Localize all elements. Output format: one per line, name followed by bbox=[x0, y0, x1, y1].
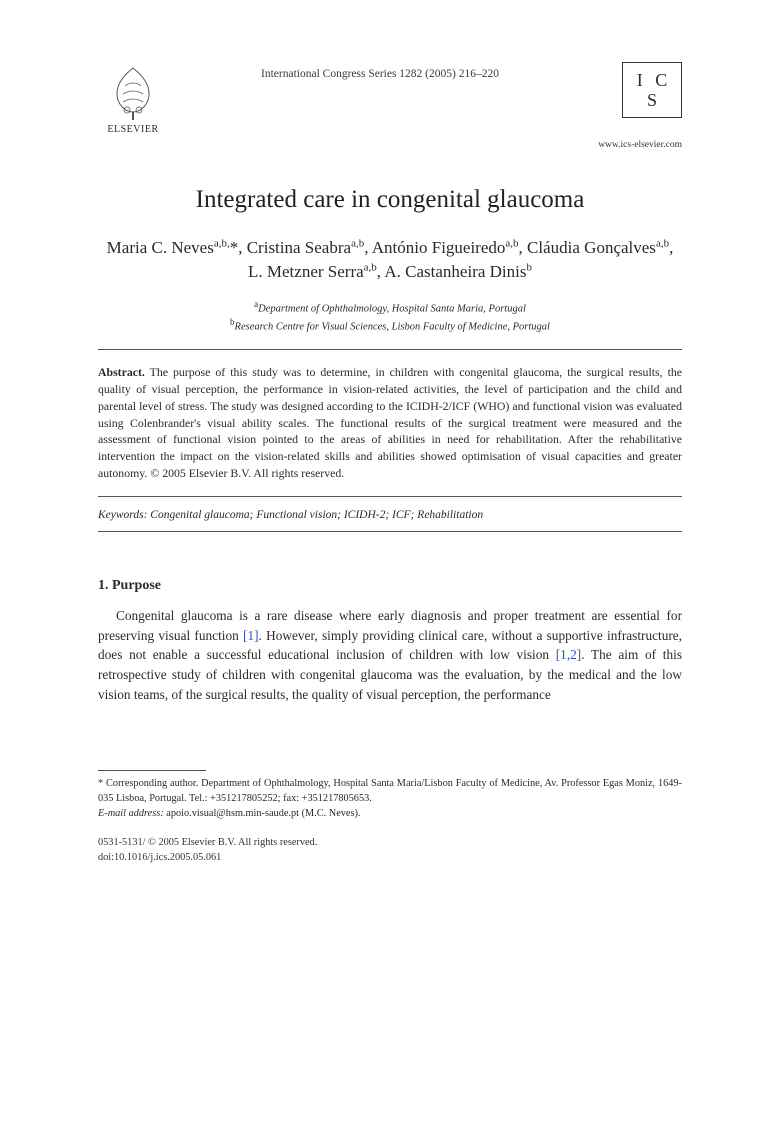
affiliation-b: bResearch Centre for Visual Sciences, Li… bbox=[98, 316, 682, 335]
section-title: Purpose bbox=[112, 578, 161, 593]
elsevier-logo: ELSEVIER bbox=[98, 62, 168, 135]
email-label: E-mail address: bbox=[98, 808, 164, 819]
ics-logo-row2: S bbox=[647, 91, 657, 109]
citation-link-1[interactable]: [1] bbox=[243, 628, 259, 643]
keywords-text: Congenital glaucoma; Functional vision; … bbox=[150, 509, 483, 521]
author-list: Maria C. Nevesa,b,*, Cristina Seabraa,b,… bbox=[98, 236, 682, 284]
ics-logo-row1: I C bbox=[633, 71, 672, 89]
ics-url: www.ics-elsevier.com bbox=[598, 140, 682, 150]
ics-logo: I C S bbox=[622, 62, 682, 118]
issn-line: 0531-5131/ © 2005 Elsevier B.V. All righ… bbox=[98, 836, 682, 850]
email-footnote: E-mail address: apoio.visual@hsm.min-sau… bbox=[98, 807, 682, 822]
keywords: Keywords: Congenital glaucoma; Functiona… bbox=[98, 509, 682, 521]
journal-reference-block: International Congress Series 1282 (2005… bbox=[168, 62, 592, 80]
copyright-block: 0531-5131/ © 2005 Elsevier B.V. All righ… bbox=[98, 836, 682, 865]
abstract: Abstract. The purpose of this study was … bbox=[98, 364, 682, 482]
body-paragraph: Congenital glaucoma is a rare disease wh… bbox=[98, 606, 682, 704]
ics-logo-block: I C S www.ics-elsevier.com bbox=[592, 62, 682, 150]
doi-line: doi:10.1016/j.ics.2005.05.061 bbox=[98, 851, 682, 865]
page-header: ELSEVIER International Congress Series 1… bbox=[98, 62, 682, 150]
elsevier-tree-icon bbox=[103, 62, 163, 122]
affiliations: aDepartment of Ophthalmology, Hospital S… bbox=[98, 298, 682, 335]
abstract-text: The purpose of this study was to determi… bbox=[98, 365, 682, 480]
citation-link-2[interactable]: [1,2] bbox=[556, 647, 581, 662]
section-number: 1. bbox=[98, 578, 109, 593]
keywords-label: Keywords: bbox=[98, 509, 147, 521]
abstract-label: Abstract. bbox=[98, 365, 145, 379]
rule-top bbox=[98, 349, 682, 350]
affiliation-a: aDepartment of Ophthalmology, Hospital S… bbox=[98, 298, 682, 317]
article-title: Integrated care in congenital glaucoma bbox=[98, 186, 682, 214]
rule-after-abstract bbox=[98, 496, 682, 497]
corresponding-author-footnote: * Corresponding author. Department of Op… bbox=[98, 777, 682, 807]
journal-reference: International Congress Series 1282 (2005… bbox=[168, 68, 592, 80]
email-value: apoio.visual@hsm.min-saude.pt (M.C. Neve… bbox=[166, 808, 360, 819]
footnote-rule bbox=[98, 770, 206, 771]
elsevier-logo-text: ELSEVIER bbox=[107, 124, 158, 135]
section-heading: 1. Purpose bbox=[98, 578, 682, 594]
rule-after-keywords bbox=[98, 531, 682, 532]
